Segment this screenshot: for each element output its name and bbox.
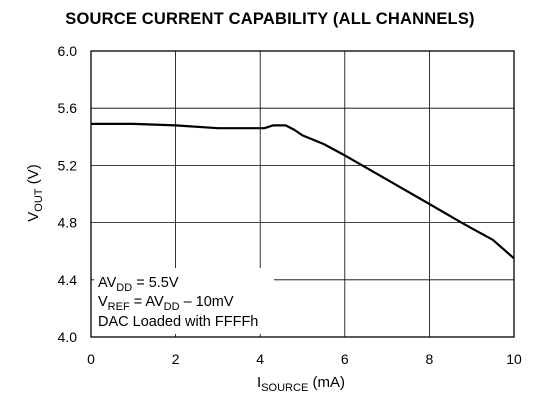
annotation-background — [94, 268, 274, 334]
grid — [91, 51, 514, 337]
x-axis-label-unit: (mA) — [308, 374, 345, 391]
x-tick-label: 8 — [426, 351, 434, 367]
annotation-avdd: AVDD = 5.5V — [98, 275, 179, 294]
y-tick-label: 4.0 — [58, 329, 78, 345]
x-tick-label: 10 — [506, 351, 522, 367]
chart-title: SOURCE CURRENT CAPABILITY (ALL CHANNELS) — [65, 10, 475, 28]
y-axis-label-sub: OUT — [33, 188, 45, 212]
y-tick-label: 5.2 — [58, 157, 78, 173]
x-tick-label: 0 — [87, 351, 95, 367]
y-axis-label: VOUT (V) — [25, 164, 45, 221]
y-tick-label: 6.0 — [58, 43, 78, 59]
series-line — [91, 122, 515, 260]
y-tick-label: 4.4 — [58, 272, 78, 288]
tick-labels: 0 2 4 6 8 10 4.0 4.4 4.8 5.2 5.6 6.0 — [58, 43, 522, 367]
x-tick-label: 6 — [341, 351, 349, 367]
plot-frame — [90, 50, 515, 338]
x-axis-label: ISOURCE (mA) — [257, 374, 345, 394]
y-tick-label: 5.6 — [58, 100, 78, 116]
x-axis-label-main: I — [257, 374, 261, 391]
y-axis-label-unit: (V) — [25, 164, 42, 188]
x-tick-label: 4 — [256, 351, 264, 367]
annotation-vref: VREF = AVDD – 10mV — [98, 294, 234, 313]
y-axis-label-main: V — [25, 212, 42, 222]
x-axis-label-sub: SOURCE — [261, 382, 308, 394]
x-tick-label: 2 — [172, 351, 180, 367]
annotation-dac-loaded: DAC Loaded with FFFFh — [98, 314, 258, 330]
y-tick-label: 4.8 — [58, 215, 78, 231]
